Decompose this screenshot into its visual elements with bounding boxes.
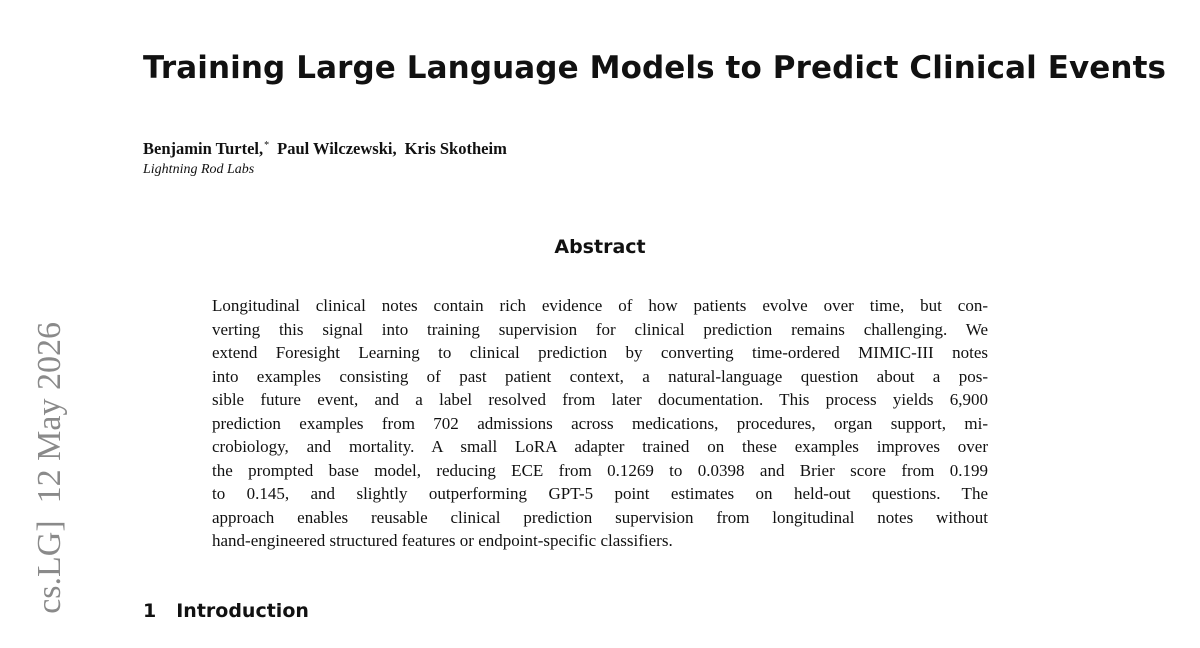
author: Benjamin Turtel,* (143, 139, 269, 158)
abstract-line: extend Foresight Learning to clinical pr… (212, 343, 988, 362)
abstract-line: hand-engineered structured features or e… (212, 531, 673, 550)
abstract-line: sible future event, and a label resolved… (212, 390, 988, 409)
abstract-line: into examples consisting of past patient… (212, 366, 988, 386)
abstract-line: crobiology, and mortality. A small LoRA … (212, 437, 988, 456)
abstract-line: Longitudinal clinical notes contain rich… (212, 296, 988, 315)
author: Paul Wilczewski, (277, 139, 396, 158)
section-number: 1 (143, 600, 157, 622)
section-heading: 1 Introduction (143, 600, 309, 622)
author-name: Paul Wilczewski, (277, 139, 397, 158)
affiliation: Lightning Rod Labs (143, 162, 255, 177)
author: Kris Skotheim (405, 139, 507, 158)
paper-title: Training Large Language Models to Predic… (143, 50, 1167, 86)
author-name: Kris Skotheim (404, 139, 507, 158)
abstract: Longitudinal clinical notes contain rich… (212, 294, 988, 553)
arxiv-stamp-area: cs.LG] 12 May 2026 (0, 0, 100, 648)
footnote-mark: * (264, 139, 270, 151)
arxiv-stamp: cs.LG] 12 May 2026 (31, 322, 68, 614)
abstract-line: approach enables reusable clinical predi… (212, 507, 988, 527)
abstract-line: prediction examples from 702 admissions … (212, 413, 988, 433)
author-list: Benjamin Turtel,* Paul Wilczewski, Kris Sk… (143, 139, 515, 159)
abstract-line: verting this signal into training superv… (212, 319, 988, 339)
abstract-line: the prompted base model, reducing ECE fr… (212, 460, 988, 480)
abstract-line: to 0.145, and slightly outperforming GPT… (212, 484, 988, 503)
abstract-heading: Abstract (554, 236, 646, 258)
section-title: Introduction (176, 600, 309, 622)
author-name: Benjamin Turtel, (143, 139, 264, 158)
